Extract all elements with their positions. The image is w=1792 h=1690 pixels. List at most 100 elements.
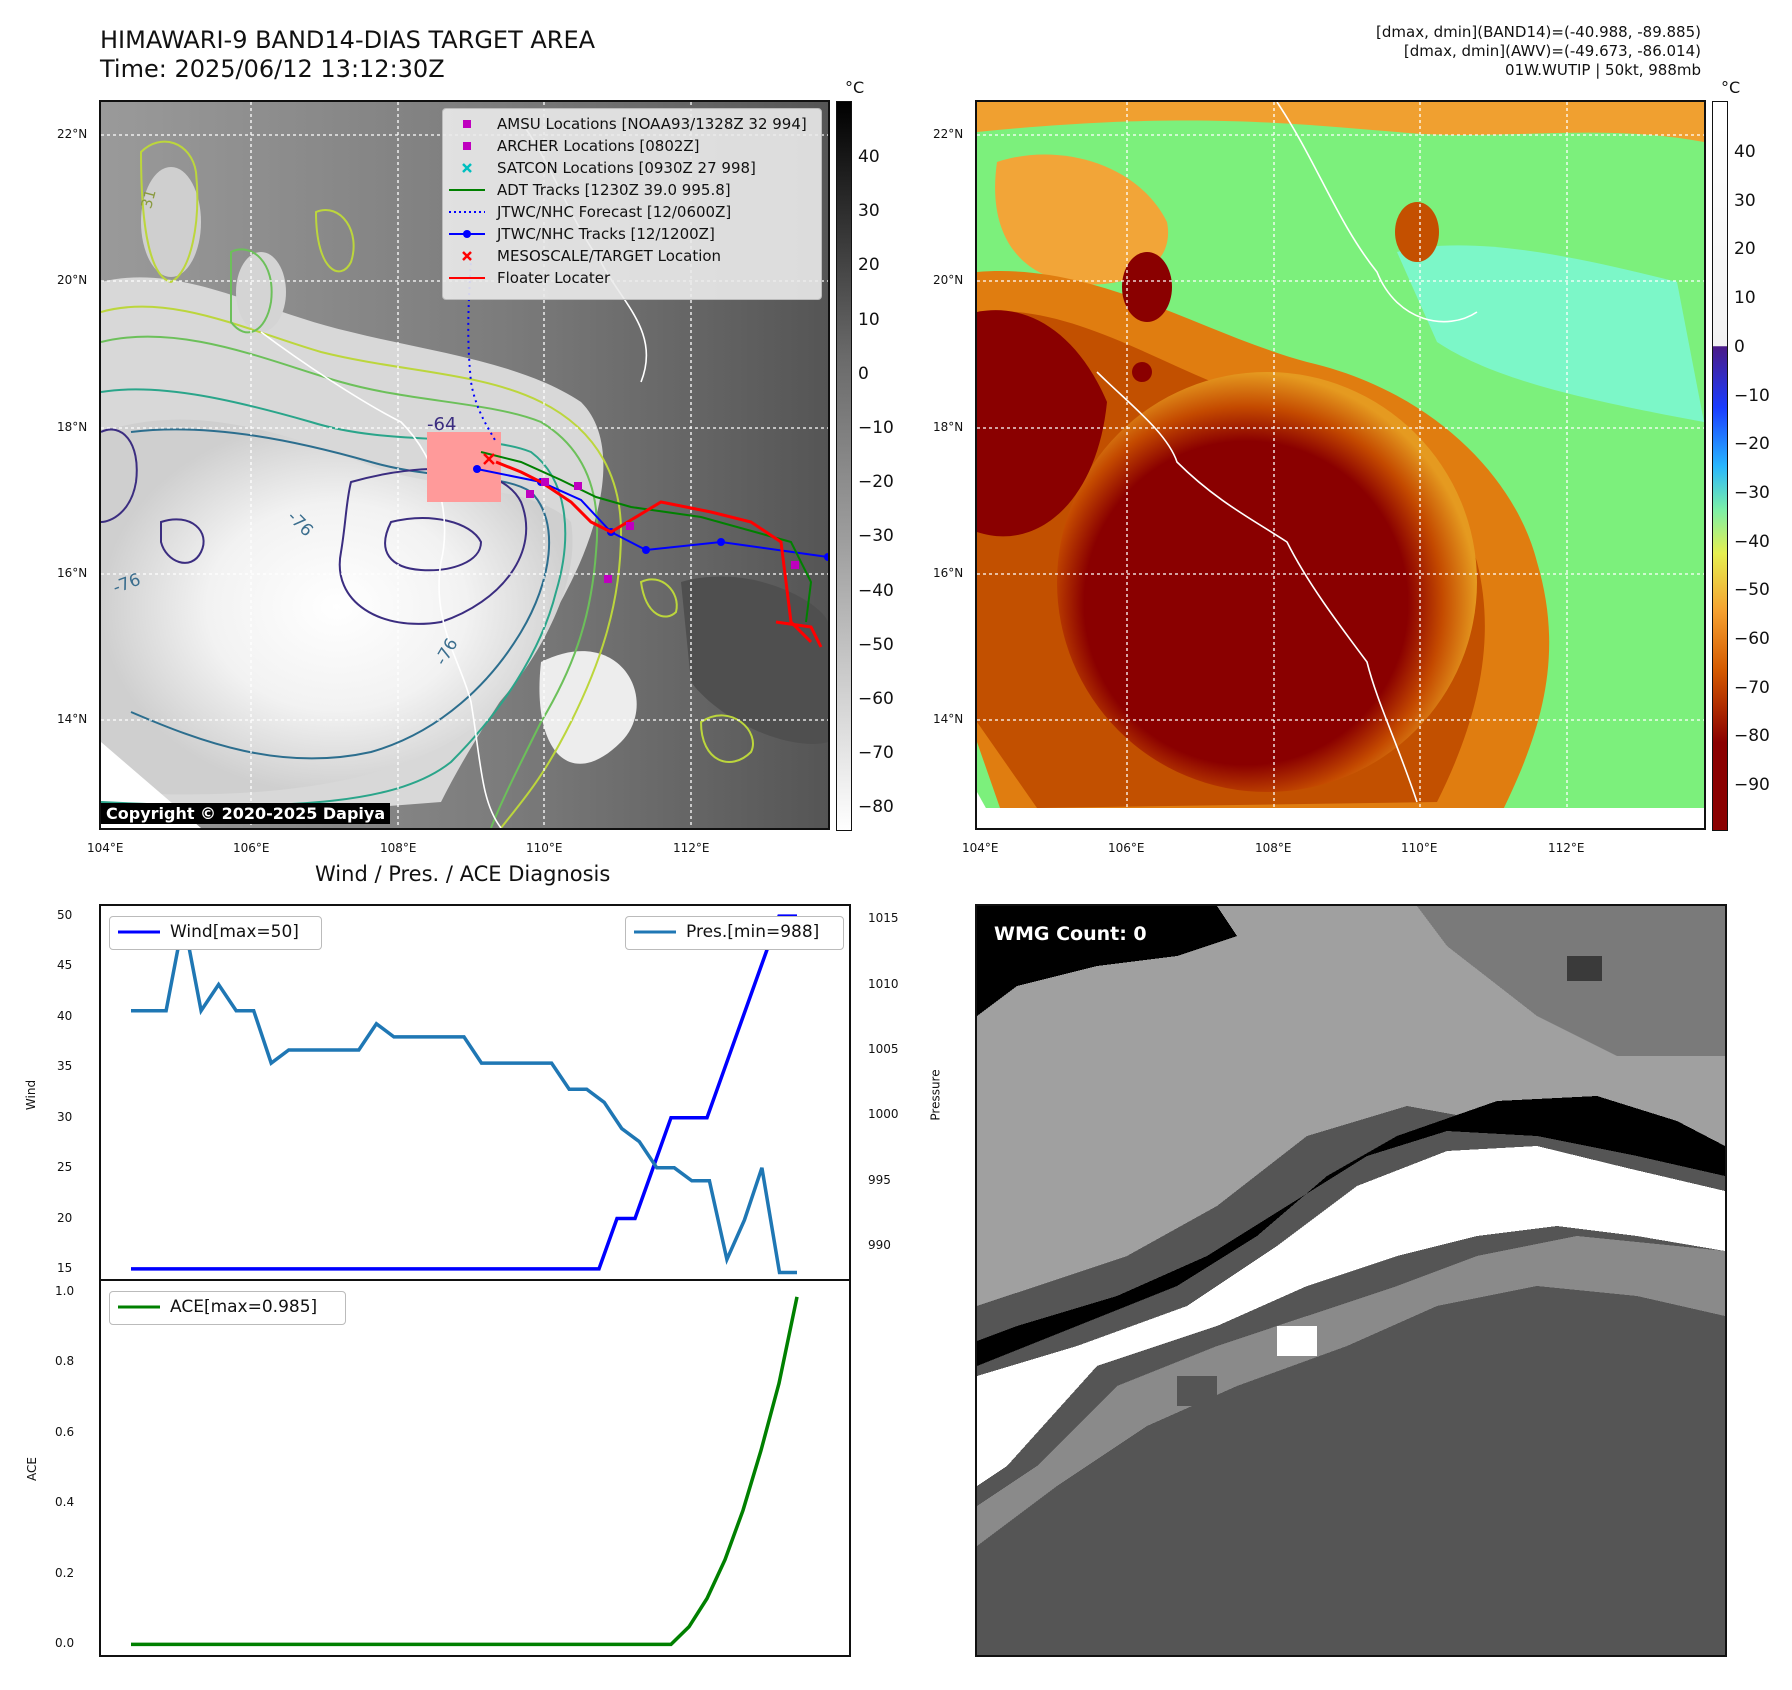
line-marker-icon [449,277,485,279]
colorbar-unit: °C [1721,78,1741,97]
lat-tick: 18°N [933,420,964,434]
colorbar-tick-label: 20 [858,255,880,276]
pressure-tick-label: 1000 [868,1107,899,1122]
awv-colorbar [1712,101,1728,831]
x-marker-icon [462,251,472,261]
lon-tick: 110°E [1401,841,1438,855]
lon-tick: 108°E [1255,841,1292,855]
wind-tick-label: 20 [57,1210,73,1225]
wind-tick-label: 50 [57,908,73,923]
line-dot-icon [449,230,485,238]
pressure-tick-label: 1005 [868,1041,899,1056]
lat-tick: 18°N [57,420,88,434]
lat-tick: 16°N [933,566,964,580]
lon-tick: 106°E [233,841,270,855]
colorbar-tick-label: −30 [858,526,894,547]
wind-tick-label: 35 [57,1059,73,1074]
lat-tick: 14°N [933,712,964,726]
pressure-tick-label: 995 [868,1172,891,1187]
ace-plot [131,1296,799,1647]
wmg-count-badge: WMG Count: 0 [988,921,1153,947]
wind-tick-label: 45 [57,958,73,973]
dotted-line-icon [449,211,485,213]
lon-tick: 110°E [526,841,563,855]
title-line-1: HIMAWARI-9 BAND14-DIAS TARGET AREA [100,26,596,54]
lat-tick: 14°N [57,712,88,726]
lat-tick: 16°N [57,566,88,580]
ace-tick-label: 0.2 [55,1565,75,1580]
wmg-panel: WMG Count: 0 [975,904,1727,1657]
legend-label: Floater Locater [497,269,611,287]
wind-tick-label: 15 [57,1260,73,1275]
colorbar-tick-label: 30 [858,201,880,222]
wind-axis-label: Wind [24,1079,39,1111]
pressure-axis-label: Pressure [928,1069,943,1121]
colorbar-tick-label: −60 [858,689,894,709]
stats-line-2: [dmax, dmin](AWV)=(-49.673, -86.014) [1403,42,1701,60]
colorbar-tick-label: −50 [858,634,894,655]
wind-pressure-plot [131,914,797,1275]
square-marker-icon [463,120,471,128]
contour-label: -64 [427,414,457,435]
lon-tick: 108°E [380,841,417,855]
awv-map-image [977,102,1704,828]
wind-tick-label: 25 [57,1160,73,1175]
diagnosis-title: Wind / Pres. / ACE Diagnosis [315,862,611,886]
lon-tick: 112°E [1548,841,1585,855]
square-marker-icon [463,142,471,150]
ace-tick-label: 0.4 [55,1495,75,1510]
wmg-image [977,906,1725,1655]
awv-map-panel [975,100,1706,830]
colorbar-unit: °C [845,78,865,97]
legend-label: MESOSCALE/TARGET Location [497,247,722,265]
ace-legend-line-icon [118,1305,160,1309]
wind-series-line [131,914,797,1271]
colorbar-tick-label: 30 [1734,190,1756,211]
band14-colorbar [836,101,852,831]
lon-tick: 104°E [87,841,124,855]
pressure-series-line [131,918,797,1275]
colorbar-tick-label: −60 [1734,629,1770,649]
colorbar-tick-label: −40 [858,580,894,601]
map-legend: AMSU Locations [NOAA93/1328Z 32 994] ARC… [442,108,822,300]
ace-tick-label: 0.8 [55,1354,75,1369]
ace-tick-label: 0.0 [55,1636,75,1651]
ace-legend-label: ACE[max=0.985] [170,1297,318,1317]
colorbar-tick-label: 0 [1734,336,1745,357]
lon-tick: 104°E [962,841,999,855]
colorbar-tick-label: 40 [858,147,880,167]
wind-legend-label: Wind[max=50] [170,922,299,942]
line-marker-icon [449,189,485,191]
colorbar-tick-label: 10 [858,309,880,330]
lat-tick: 20°N [933,273,964,287]
pressure-tick-label: 1015 [868,911,899,926]
ace-panel: ACE[max=0.985] [99,1279,851,1657]
colorbar-tick-label: −20 [1734,434,1770,455]
band14-map-panel: Copyright © 2020-2025 Dapiya AMSU Locati… [99,100,830,830]
wind-tick-label: 40 [57,1008,73,1023]
colorbar-tick-label: −70 [1734,677,1770,698]
stats-block: [dmax, dmin](BAND14)=(-40.988, -89.885) … [1376,23,1701,80]
colorbar-tick-label: −50 [1734,580,1770,601]
colorbar-tick-label: 10 [1734,288,1756,309]
lon-tick: 106°E [1108,841,1145,855]
pressure-legend-line-icon [634,930,676,934]
wind-legend: Wind[max=50] [109,916,322,950]
colorbar-tick-label: −90 [1734,775,1770,796]
wind-pressure-panel: Wind[max=50] Pres.[min=988] [99,904,851,1281]
legend-label: ARCHER Locations [0802Z] [497,137,700,155]
colorbar-tick-label: −30 [1734,482,1770,503]
x-marker-icon [462,163,472,173]
map-title: HIMAWARI-9 BAND14-DIAS TARGET AREA Time:… [100,26,595,84]
legend-label: JTWC/NHC Tracks [12/1200Z] [497,225,715,243]
colorbar-tick-label: −80 [1734,726,1770,747]
ace-series-line [131,1296,799,1647]
colorbar-tick-label: 20 [1734,239,1756,260]
ace-legend: ACE[max=0.985] [109,1291,346,1325]
pressure-legend-label: Pres.[min=988] [686,922,820,942]
ace-tick-label: 1.0 [55,1283,75,1298]
colorbar-tick-label: −40 [1734,531,1770,552]
colorbar-tick-label: −80 [858,797,894,818]
legend-label: AMSU Locations [NOAA93/1328Z 32 994] [497,115,807,133]
legend-label: JTWC/NHC Forecast [12/0600Z] [497,203,732,221]
